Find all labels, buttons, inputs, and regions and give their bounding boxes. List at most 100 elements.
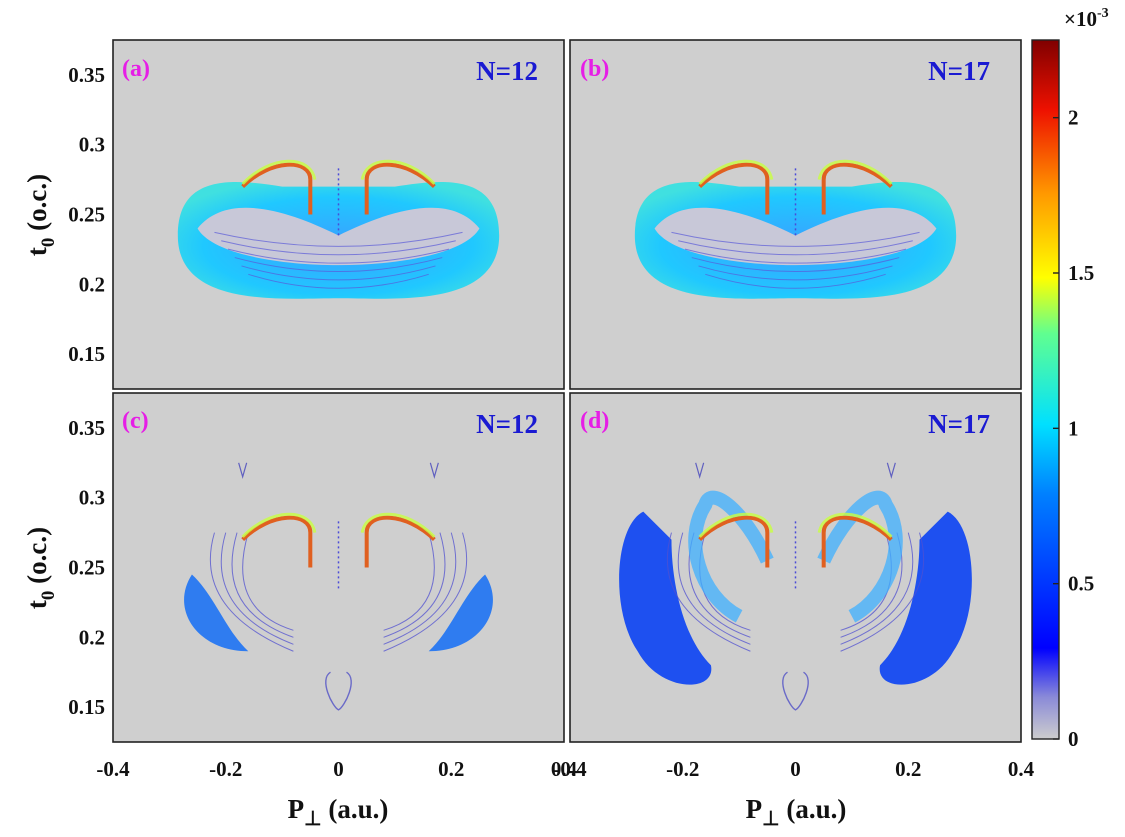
- contour-line: [678, 240, 913, 256]
- y-tick-label: 0.25: [68, 556, 105, 580]
- y-label-unit: (o.c.): [22, 174, 52, 238]
- colorbar-tick-label: 0.5: [1068, 572, 1094, 596]
- hook-edge: [698, 512, 774, 538]
- contour-line: [214, 231, 463, 247]
- x-tick-label: 0.2: [895, 757, 921, 781]
- tail-structure: [782, 671, 809, 711]
- x-label-subscript: ⊥: [762, 808, 779, 830]
- contour-line: [691, 257, 900, 272]
- hook-ridge: [698, 162, 770, 215]
- colorbar-tick-label: 1.5: [1068, 261, 1094, 285]
- hook-edge: [241, 159, 317, 185]
- contour-line: [671, 231, 920, 247]
- colorbar-ticks: 0 0.5 1 1.5 2: [1053, 106, 1094, 751]
- hook-edge: [241, 512, 317, 538]
- colorbar-multiplier-exponent: -3: [1097, 6, 1109, 21]
- side-lobe: [184, 574, 249, 652]
- x-ticks-right: -0.4 -0.2 0 0.2 0.4: [553, 757, 1034, 781]
- panel-c-label: (c): [122, 408, 149, 434]
- contour-line: [231, 532, 294, 638]
- x-label-symbol: P: [288, 794, 305, 824]
- colorbar-multiplier: ×10-3: [1064, 6, 1109, 31]
- y-tick-label: 0.35: [68, 416, 105, 440]
- x-tick-label: -0.2: [209, 757, 242, 781]
- x-tick-label: 0.2: [438, 757, 464, 781]
- x-tick-label: -0.2: [666, 757, 699, 781]
- y-ticks-top: 0.15 0.2 0.25 0.3 0.35: [68, 63, 105, 366]
- panel-c: (c) N=12: [112, 392, 565, 743]
- panel-a-label: (a): [122, 56, 150, 82]
- y-tick-label: 0.15: [68, 342, 105, 366]
- contour-line: [234, 257, 443, 272]
- x-label-subscript: ⊥: [304, 808, 321, 830]
- x-tick-label: 0.4: [551, 757, 578, 781]
- colorbar-gradient: [1031, 39, 1060, 740]
- panel-a: (a) N=12: [112, 39, 565, 390]
- tip-glyph: [238, 462, 248, 479]
- y-label-symbol: t: [22, 600, 52, 609]
- x-tick-label: 0.4: [1008, 757, 1035, 781]
- contour-line: [242, 532, 294, 631]
- side-lobe: [428, 574, 493, 652]
- contour-line: [667, 532, 751, 652]
- contour-line: [840, 532, 914, 645]
- contour-line: [684, 248, 907, 264]
- tip-glyph: [695, 462, 705, 479]
- contour-line: [383, 532, 435, 631]
- y-tick-label: 0.2: [79, 272, 105, 296]
- contour-line: [221, 240, 456, 256]
- hook-ridge: [364, 515, 436, 568]
- y-label-subscript: 0: [38, 238, 59, 248]
- y-tick-label: 0.3: [79, 486, 105, 510]
- side-lobe: [619, 511, 712, 685]
- contour-line: [248, 273, 429, 289]
- contour-line: [220, 532, 294, 645]
- bowl-cavity: [197, 207, 480, 266]
- hook-ridge: [241, 515, 313, 568]
- contour-line: [840, 532, 924, 652]
- y-tick-label: 0.15: [68, 695, 105, 719]
- contour-line: [677, 532, 751, 645]
- tip-glyph: [429, 462, 439, 479]
- contour-line: [698, 265, 893, 281]
- colorbar-tick-label: 0: [1068, 727, 1079, 751]
- contour-line: [383, 532, 457, 645]
- panel-a-structure: [177, 159, 500, 299]
- hook-ridge: [821, 515, 893, 568]
- contour-line: [210, 532, 294, 652]
- panel-c-structure: [184, 462, 493, 711]
- panel-d-structure: [619, 462, 972, 711]
- y-tick-label: 0.3: [79, 133, 105, 157]
- panel-c-n-label: N=12: [476, 409, 538, 439]
- x-label-unit: (a.u.): [322, 794, 389, 824]
- panel-a-n-label: N=12: [476, 56, 538, 86]
- hook-ridge: [821, 162, 893, 215]
- y-axis-label-top: t0 (o.c.): [22, 174, 59, 256]
- hook-edge: [817, 512, 893, 538]
- x-label-symbol: P: [746, 794, 763, 824]
- colorbar-multiplier-base: ×10: [1064, 7, 1097, 31]
- x-ticks-left: -0.4 -0.2 0 0.2 0.4: [96, 757, 577, 781]
- colorbar-tick-label: 2: [1068, 106, 1079, 130]
- hook-edge: [817, 159, 893, 185]
- hook-ridge: [241, 162, 313, 215]
- side-lobe: [879, 511, 972, 685]
- x-tick-label: -0.4: [553, 757, 587, 781]
- colorbar: 0 0.5 1 1.5 2 ×10-3: [1031, 6, 1109, 751]
- svg-text:t0 (o.c.): t0 (o.c.): [22, 527, 59, 609]
- x-tick-label: 0: [790, 757, 801, 781]
- hook-edge: [360, 159, 436, 185]
- y-tick-label: 0.25: [68, 203, 105, 227]
- y-tick-label: 0.2: [79, 625, 105, 649]
- contour-line: [705, 273, 886, 289]
- y-axis-label-bottom: t0 (o.c.): [22, 527, 59, 609]
- panel-d: (d) N=17: [569, 392, 1022, 743]
- svg-text:t0 (o.c.): t0 (o.c.): [22, 174, 59, 256]
- x-axis-label-right: P⊥ (a.u.): [746, 794, 847, 830]
- contour-line: [241, 265, 436, 281]
- panel-b: (b) N=17: [569, 39, 1022, 390]
- panel-b-n-label: N=17: [928, 56, 990, 86]
- panel-d-n-label: N=17: [928, 409, 990, 439]
- y-label-symbol: t: [22, 247, 52, 256]
